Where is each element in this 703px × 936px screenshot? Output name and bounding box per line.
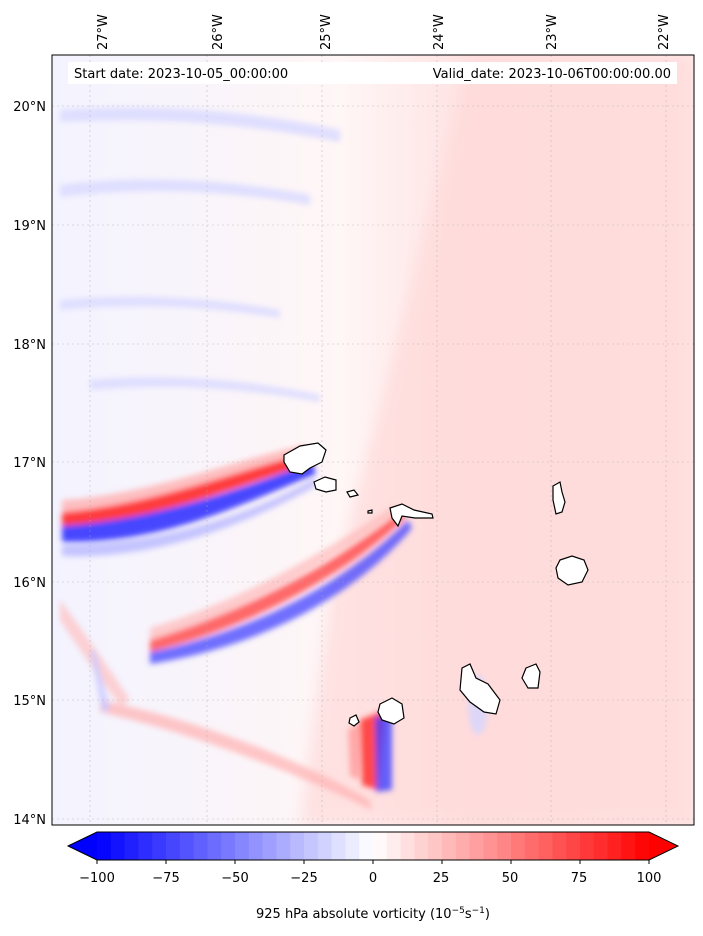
- lon-label: 22°W: [657, 14, 672, 50]
- colorbar-segment: [552, 832, 567, 860]
- colorbar-segment: [442, 832, 457, 860]
- colorbar-segment: [400, 832, 415, 860]
- colorbar-segment: [524, 832, 540, 860]
- lat-label: 14°N: [13, 813, 46, 828]
- colorbar-segment: [304, 832, 319, 860]
- island-sal: [552, 481, 566, 515]
- colorbar-tick-label: 75: [571, 871, 588, 886]
- colorbar-segment: [248, 832, 264, 860]
- colorbar-segment: [97, 832, 112, 860]
- colorbar-segment: [110, 832, 126, 860]
- colorbar-segment: [179, 832, 195, 860]
- colorbar-segment: [166, 832, 181, 860]
- colorbar-segment: [607, 832, 622, 860]
- colorbar-segment: [276, 832, 291, 860]
- colorbar-segment: [138, 832, 153, 860]
- colorbar-segment: [580, 832, 595, 860]
- colorbar-segment: [621, 832, 636, 860]
- island-sao-nicolau: [389, 503, 434, 528]
- colorbar-segment: [262, 832, 277, 860]
- island-fogo: [377, 697, 405, 725]
- colorbar-tick-label: 100: [637, 871, 662, 886]
- colorbar-segment: [207, 832, 222, 860]
- colorbar-segment: [124, 832, 139, 860]
- map-frame: [51, 54, 695, 826]
- lat-label: 18°N: [13, 338, 46, 353]
- colorbar-segment: [497, 832, 512, 860]
- island-maio: [521, 663, 541, 689]
- colorbar-segment: [345, 832, 360, 860]
- lat-label: 17°N: [13, 456, 46, 471]
- colorbar-segment: [331, 832, 346, 860]
- colorbar-segment: [469, 832, 484, 860]
- lon-label: 27°W: [96, 14, 111, 50]
- island-santiago: [459, 663, 501, 715]
- info-box: [68, 62, 677, 84]
- island-sao-vicente: [313, 476, 337, 493]
- lon-label: 26°W: [211, 14, 226, 50]
- colorbar-segment: [152, 832, 167, 860]
- vorticity-field: [52, 55, 694, 825]
- colorbar: [66, 831, 680, 864]
- island-boa-vista: [555, 555, 589, 586]
- colorbar-segment: [386, 832, 402, 860]
- island-santo-antao: [283, 442, 327, 475]
- colorbar-segment: [414, 832, 429, 860]
- island-islet: [367, 509, 373, 514]
- colorbar-segment: [193, 832, 208, 860]
- valid-date-label: Valid_date: 2023-10-06T00:00:00.00: [433, 67, 671, 82]
- colorbar-ticks: −100 −75 −50 −25 0 25 50 75 100: [79, 871, 661, 886]
- colorbar-tick-label: 0: [369, 871, 377, 886]
- island-brava: [348, 714, 360, 727]
- island-santa-luzia: [346, 489, 360, 498]
- lat-label: 15°N: [13, 694, 46, 709]
- colorbar-extend-min: [68, 832, 97, 860]
- colorbar-tick-label: 25: [433, 871, 450, 886]
- lat-label: 16°N: [13, 576, 46, 591]
- colorbar-extend-max: [649, 832, 678, 860]
- start-date-label: Start date: 2023-10-05_00:00:00: [74, 67, 288, 82]
- colorbar-tick-label: 50: [502, 871, 519, 886]
- colorbar-label: 925 hPa absolute vorticity (10−5s−1): [256, 906, 490, 922]
- colorbar-segment: [455, 832, 471, 860]
- colorbar-segment: [538, 832, 553, 860]
- lon-label: 23°W: [545, 14, 560, 50]
- colorbar-segment: [635, 832, 650, 860]
- lon-label: 24°W: [432, 14, 447, 50]
- colorbar-segment: [593, 832, 609, 860]
- colorbar-segment: [511, 832, 526, 860]
- colorbar-segment: [483, 832, 498, 860]
- colorbar-segment: [235, 832, 250, 860]
- colorbar-tick-label: −25: [290, 871, 317, 886]
- colorbar-tick-label: −75: [152, 871, 179, 886]
- lon-label: 25°W: [319, 14, 334, 50]
- colorbar-segment: [359, 832, 374, 860]
- longitude-labels: 27°W 26°W 25°W 24°W 23°W 22°W: [96, 14, 672, 50]
- colorbar-segment: [221, 832, 236, 860]
- colorbar-segment: [317, 832, 333, 860]
- colorbar-segment: [373, 832, 388, 860]
- lat-label: 19°N: [13, 219, 46, 234]
- colorbar-tick-label: −50: [221, 871, 248, 886]
- latitude-labels: 20°N 19°N 18°N 17°N 16°N 15°N 14°N: [13, 100, 46, 828]
- colorbar-tick-label: −100: [79, 871, 115, 886]
- colorbar-segment: [290, 832, 305, 860]
- colorbar-segment: [428, 832, 443, 860]
- lat-label: 20°N: [13, 100, 46, 115]
- colorbar-segment: [566, 832, 581, 860]
